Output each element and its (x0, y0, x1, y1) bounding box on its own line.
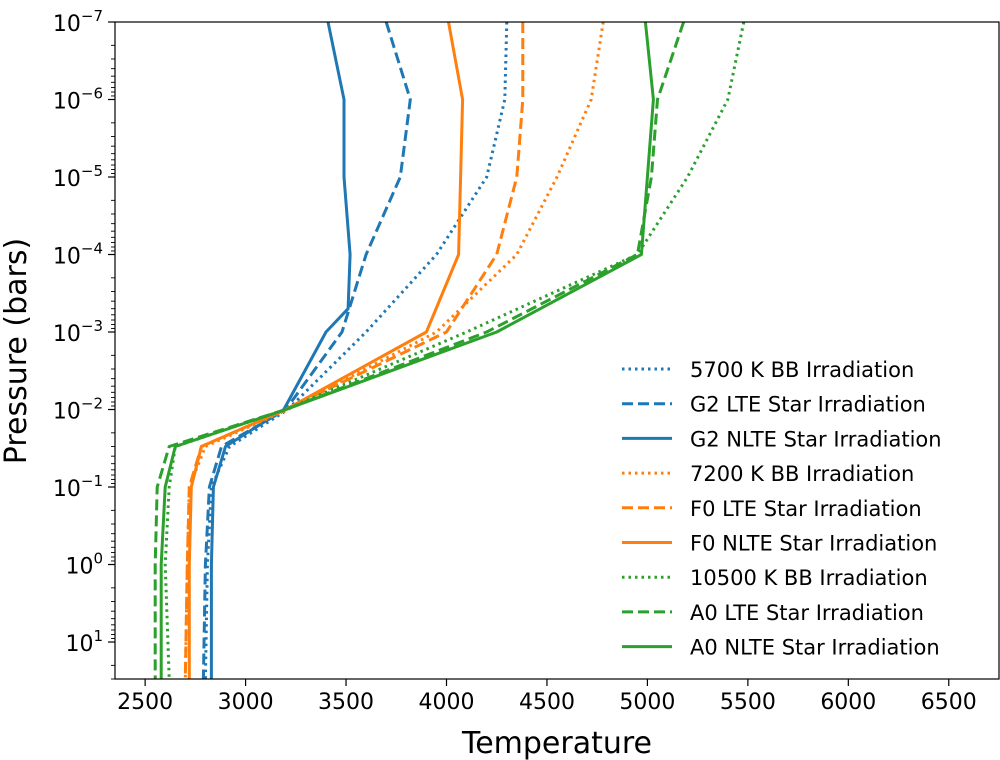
series-line-5 (183, 22, 525, 679)
series-line-2 (201, 22, 412, 679)
legend-label: G2 NLTE Star Irradiation (690, 427, 942, 451)
plot-area-frame (114, 21, 1000, 680)
legend-label: G2 LTE Star Irradiation (690, 393, 926, 417)
x-tick-label: 3500 (318, 690, 374, 715)
x-axis-ticks: 2500 3000 3500 4000 4500 5000 5500 6000 6500 (117, 679, 977, 715)
legend: 5700 K BB Irradiation G2 LTE Star Irradia… (622, 358, 942, 660)
x-tick-label: 5000 (619, 690, 675, 715)
x-axis-title: Temperature (461, 726, 652, 760)
x-tick-label: 5500 (720, 690, 776, 715)
legend-label: A0 LTE Star Irradiation (690, 601, 924, 625)
y-tick-label: 10−4 (53, 240, 103, 270)
x-tick-label: 2500 (117, 690, 173, 715)
y-tick-label: 10−6 (53, 85, 103, 115)
x-tick-label: 6000 (820, 690, 876, 715)
y-axis-ticks: 10−7 10−6 10−5 10−4 10−3 10−2 10−1 100 101 (53, 7, 115, 680)
x-tick-label: 6500 (921, 690, 977, 715)
legend-label: 7200 K BB Irradiation (690, 462, 914, 486)
legend-label: F0 NLTE Star Irradiation (690, 532, 937, 556)
y-tick-label: 10−1 (53, 472, 103, 502)
y-tick-label: 100 (65, 550, 103, 580)
series-line-6 (187, 22, 465, 679)
series-line-8 (153, 22, 686, 679)
series-line-9 (159, 22, 655, 679)
legend-label: F0 LTE Star Irradiation (690, 497, 922, 521)
series-layer (153, 22, 746, 679)
legend-label: 10500 K BB Irradiation (690, 566, 928, 590)
x-tick-label: 4000 (419, 690, 475, 715)
series-line-7 (163, 22, 746, 679)
x-tick-label: 4500 (519, 690, 575, 715)
x-tick-label: 3000 (218, 690, 274, 715)
y-tick-label: 10−7 (53, 7, 103, 37)
y-tick-label: 10−3 (53, 317, 103, 347)
legend-label: A0 NLTE Star Irradiation (690, 636, 940, 660)
series-line-1 (203, 22, 509, 679)
y-tick-label: 10−2 (53, 395, 103, 425)
y-axis-title: Pressure (bars) (0, 238, 34, 464)
legend-label: 5700 K BB Irradiation (690, 358, 914, 382)
y-tick-label: 10−5 (53, 162, 103, 192)
y-tick-label: 101 (65, 627, 103, 657)
series-line-3 (209, 22, 352, 679)
